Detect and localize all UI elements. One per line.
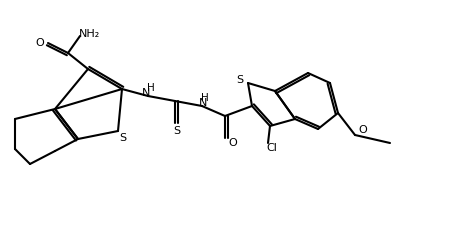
Text: N: N: [199, 98, 207, 108]
Text: O: O: [359, 125, 367, 135]
Text: O: O: [35, 38, 44, 48]
Text: S: S: [236, 75, 244, 85]
Text: S: S: [119, 133, 127, 143]
Text: O: O: [229, 138, 237, 148]
Text: NH₂: NH₂: [79, 29, 101, 39]
Text: Cl: Cl: [267, 143, 277, 153]
Text: H: H: [147, 83, 155, 93]
Text: N: N: [142, 88, 150, 98]
Text: S: S: [173, 126, 180, 136]
Text: H: H: [201, 93, 209, 103]
